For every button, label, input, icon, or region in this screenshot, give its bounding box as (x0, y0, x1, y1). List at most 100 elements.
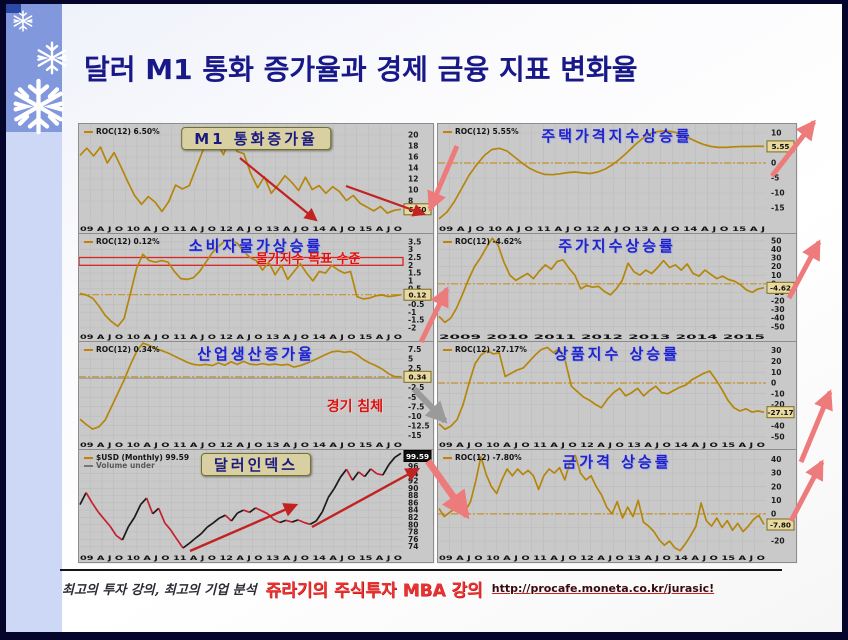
chart-title: 달러인덱스 (200, 453, 312, 476)
chart-legend: $USD (Monthly) 99.59 (84, 453, 189, 462)
svg-text:-1.5: -1.5 (408, 316, 424, 325)
svg-text:2.5: 2.5 (408, 364, 421, 373)
svg-text:30: 30 (771, 469, 781, 478)
chart-legend: ROC(12) 5.55% (443, 127, 519, 136)
svg-text:09 A J O 10 A J O 11 A J O 12: 09 A J O 10 A J O 11 A J O 12 A J O 13 A… (80, 333, 403, 341)
chart-legend: ROC(12) 0.12% (84, 237, 160, 246)
svg-text:74: 74 (408, 542, 418, 551)
svg-text:-15: -15 (408, 431, 422, 440)
chart-title: M1 통화증가율 (181, 127, 331, 150)
svg-text:2.5: 2.5 (408, 253, 421, 262)
svg-text:09 A J O 10 A J O 11 A J O 12: 09 A J O 10 A J O 11 A J O 12 A J O 13 A… (80, 554, 403, 562)
svg-text:0.12: 0.12 (408, 291, 426, 300)
chart-title: 주택가격지수상승률 (541, 127, 693, 145)
legend-line-icon (443, 241, 452, 243)
svg-text:6.50: 6.50 (408, 205, 426, 214)
svg-text:0: 0 (771, 159, 776, 168)
corner-accent (6, 4, 21, 13)
svg-text:-15: -15 (771, 204, 785, 213)
svg-text:-20: -20 (771, 297, 785, 306)
svg-text:-40: -40 (771, 314, 785, 323)
svg-text:2009 2010 2011: 2009 2010 2011 2012 2013 2014 2015 (439, 333, 766, 341)
legend-line-icon (84, 131, 93, 133)
svg-text:-0.5: -0.5 (408, 300, 424, 309)
chart-annotation: 물가지수 목표 수준 (256, 251, 361, 267)
svg-text:-2.5: -2.5 (408, 383, 424, 392)
svg-text:50: 50 (771, 237, 781, 246)
svg-text:-2: -2 (408, 324, 416, 333)
legend-line-icon (84, 457, 93, 459)
footer-course-title: 쥬라기의 주식투자 MBA 강의 (265, 580, 483, 601)
footer: 최고의 투자 강의, 최고의 기업 분석 쥬라기의 주식투자 MBA 강의 ht… (62, 573, 802, 603)
legend-line-icon (84, 241, 93, 243)
svg-text:-7.80: -7.80 (770, 520, 791, 529)
legend-line-icon (84, 349, 93, 351)
svg-text:-1: -1 (408, 308, 416, 317)
svg-text:0: 0 (771, 510, 776, 519)
svg-text:0.34: 0.34 (408, 373, 426, 382)
svg-text:7.5: 7.5 (408, 345, 421, 354)
chart-title: 소비자물가상승률 (188, 237, 324, 255)
chart-title: 주가지수상승률 (558, 237, 676, 255)
chart-legend-2: Volume under (84, 461, 155, 470)
svg-text:09 A J O 10 A J O 11 A J O 12: 09 A J O 10 A J O 11 A J O 12 A J O 13 A… (439, 441, 766, 449)
chart-commodity-index: 30 20 10 0 -10 -20 -40 -50 -27.17 09 A J O 10 A J… (437, 341, 797, 450)
svg-text:40: 40 (771, 455, 781, 464)
svg-text:12: 12 (408, 175, 418, 184)
svg-text:3: 3 (408, 245, 413, 254)
snowflake-icon (37, 41, 67, 75)
chart-housing-price-index: 10 0 -5 -10 -15 5.55 09 A J O 10 A J O 11 A J … (437, 123, 797, 234)
svg-text:10: 10 (771, 496, 781, 505)
svg-text:30: 30 (771, 254, 781, 263)
svg-text:-4.62: -4.62 (770, 284, 791, 293)
svg-text:96: 96 (408, 462, 418, 471)
svg-text:5.55: 5.55 (771, 142, 789, 151)
footer-tagline: 최고의 투자 강의, 최고의 기업 분석 (62, 582, 257, 598)
svg-text:-27.17: -27.17 (767, 408, 793, 417)
legend-line-icon (443, 131, 452, 133)
footer-url-link[interactable]: http://procafe.moneta.co.kr/jurasic! (491, 581, 715, 595)
svg-text:09 A J O 10 A J O 11 A J O 12: 09 A J O 10 A J O 11 A J O 12 A J O 13 A… (439, 554, 766, 562)
svg-text:20: 20 (771, 262, 781, 271)
svg-text:99.59: 99.59 (406, 452, 429, 461)
svg-text:-20: -20 (771, 537, 785, 546)
svg-text:0: 0 (771, 379, 776, 388)
chart-annotation: 경기 침체 (326, 398, 384, 415)
legend-line-icon (443, 349, 452, 351)
chart-m1-money-growth: 20 18 16 14 12 10 8 6.50 09 A J O 10 A J O 11 A … (78, 123, 434, 234)
svg-text:09 A J O 10 A J O 11 A J O 12: 09 A J O 10 A J O 11 A J O 12 A J O 13 A… (439, 225, 765, 233)
chart-title: 산업생산증가율 (197, 345, 315, 363)
svg-text:14: 14 (408, 164, 418, 173)
chart-legend: ROC(12) -27.17% (443, 345, 527, 354)
svg-text:1: 1 (408, 277, 413, 286)
svg-text:-10: -10 (771, 189, 785, 198)
svg-text:-50: -50 (771, 432, 785, 441)
svg-text:10: 10 (408, 186, 418, 195)
svg-text:09 A J O 10 A J O 11 A J O 12: 09 A J O 10 A J O 11 A J O 12 A J O 13 A… (80, 225, 403, 233)
svg-text:10: 10 (771, 368, 781, 377)
svg-text:16: 16 (408, 153, 418, 162)
svg-text:10: 10 (771, 129, 781, 138)
svg-text:20: 20 (408, 131, 418, 140)
chart-legend: ROC(12) -7.80% (443, 453, 522, 462)
svg-text:20: 20 (771, 482, 781, 491)
legend-line-icon (443, 457, 452, 459)
chart-title: 금가격 상승률 (562, 453, 672, 471)
svg-text:-5: -5 (771, 174, 779, 183)
svg-text:20: 20 (771, 357, 781, 366)
svg-text:18: 18 (408, 142, 418, 151)
svg-text:-10: -10 (771, 389, 785, 398)
chart-legend: ROC(12) 6.50% (84, 127, 160, 136)
svg-text:-12.5: -12.5 (408, 421, 430, 430)
svg-text:10: 10 (771, 271, 781, 280)
svg-text:3.5: 3.5 (408, 237, 421, 246)
svg-text:-40: -40 (771, 422, 785, 431)
footer-divider (60, 569, 782, 571)
page-title: 달러 M1 통화 증가율과 경제 금융 지표 변화율 (84, 53, 638, 86)
sidebar-decoration-bottom (6, 132, 62, 632)
svg-text:30: 30 (771, 346, 781, 355)
